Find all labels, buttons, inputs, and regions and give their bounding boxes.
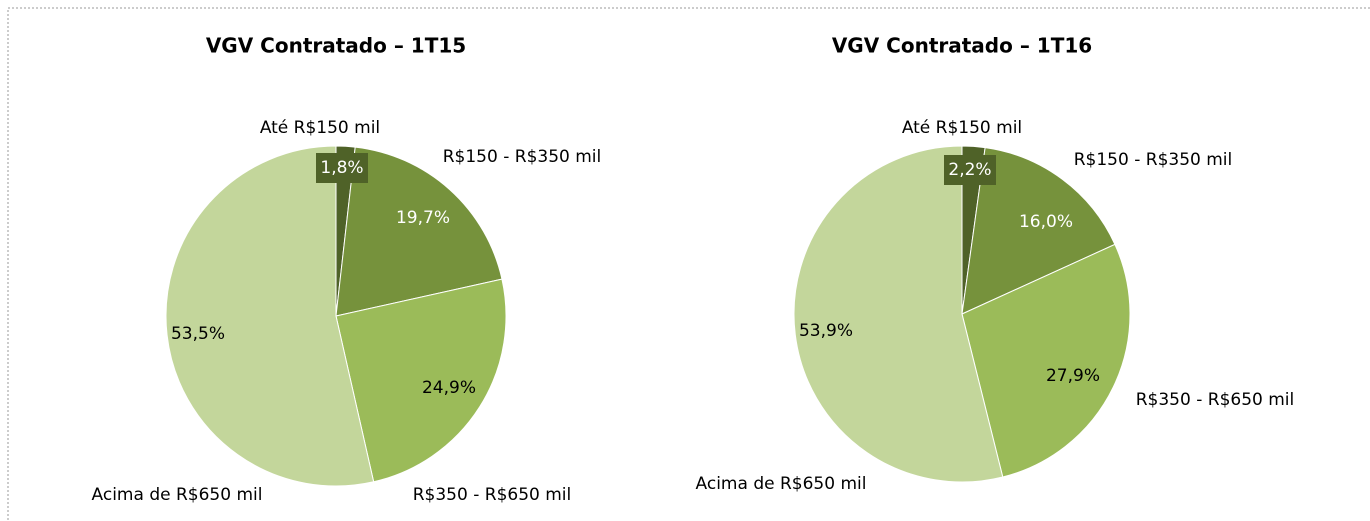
value-label: 27,9% [1046, 366, 1100, 386]
pie-slice [961, 147, 1116, 315]
category-label: Acima de R$650 mil [696, 474, 867, 494]
value-label: 19,7% [396, 208, 450, 228]
chart-title: VGV Contratado – 1T15 [206, 34, 466, 58]
category-label: Até R$150 mil [260, 118, 380, 138]
pie-slice [335, 146, 503, 317]
category-label: Até R$150 mil [902, 118, 1022, 138]
value-label: 53,5% [171, 324, 225, 344]
category-label: Acima de R$650 mil [92, 485, 263, 505]
value-label: 53,9% [799, 321, 853, 341]
pie-slice [961, 243, 1131, 478]
value-label: 24,9% [422, 378, 476, 398]
pie-slice [335, 278, 507, 483]
value-label: 2,2% [948, 160, 991, 180]
value-label: 16,0% [1019, 212, 1073, 232]
category-label: R$150 - R$350 mil [443, 147, 602, 167]
category-label: R$350 - R$650 mil [1136, 390, 1295, 410]
chart-title: VGV Contratado – 1T16 [832, 34, 1092, 58]
pie-slice [793, 145, 1004, 483]
label-box [316, 153, 368, 183]
value-label: 1,8% [320, 158, 363, 178]
category-label: R$150 - R$350 mil [1074, 150, 1233, 170]
category-label: R$350 - R$650 mil [413, 485, 572, 505]
pie-slice [165, 145, 375, 487]
frame [7, 7, 1370, 521]
label-box [944, 155, 996, 185]
